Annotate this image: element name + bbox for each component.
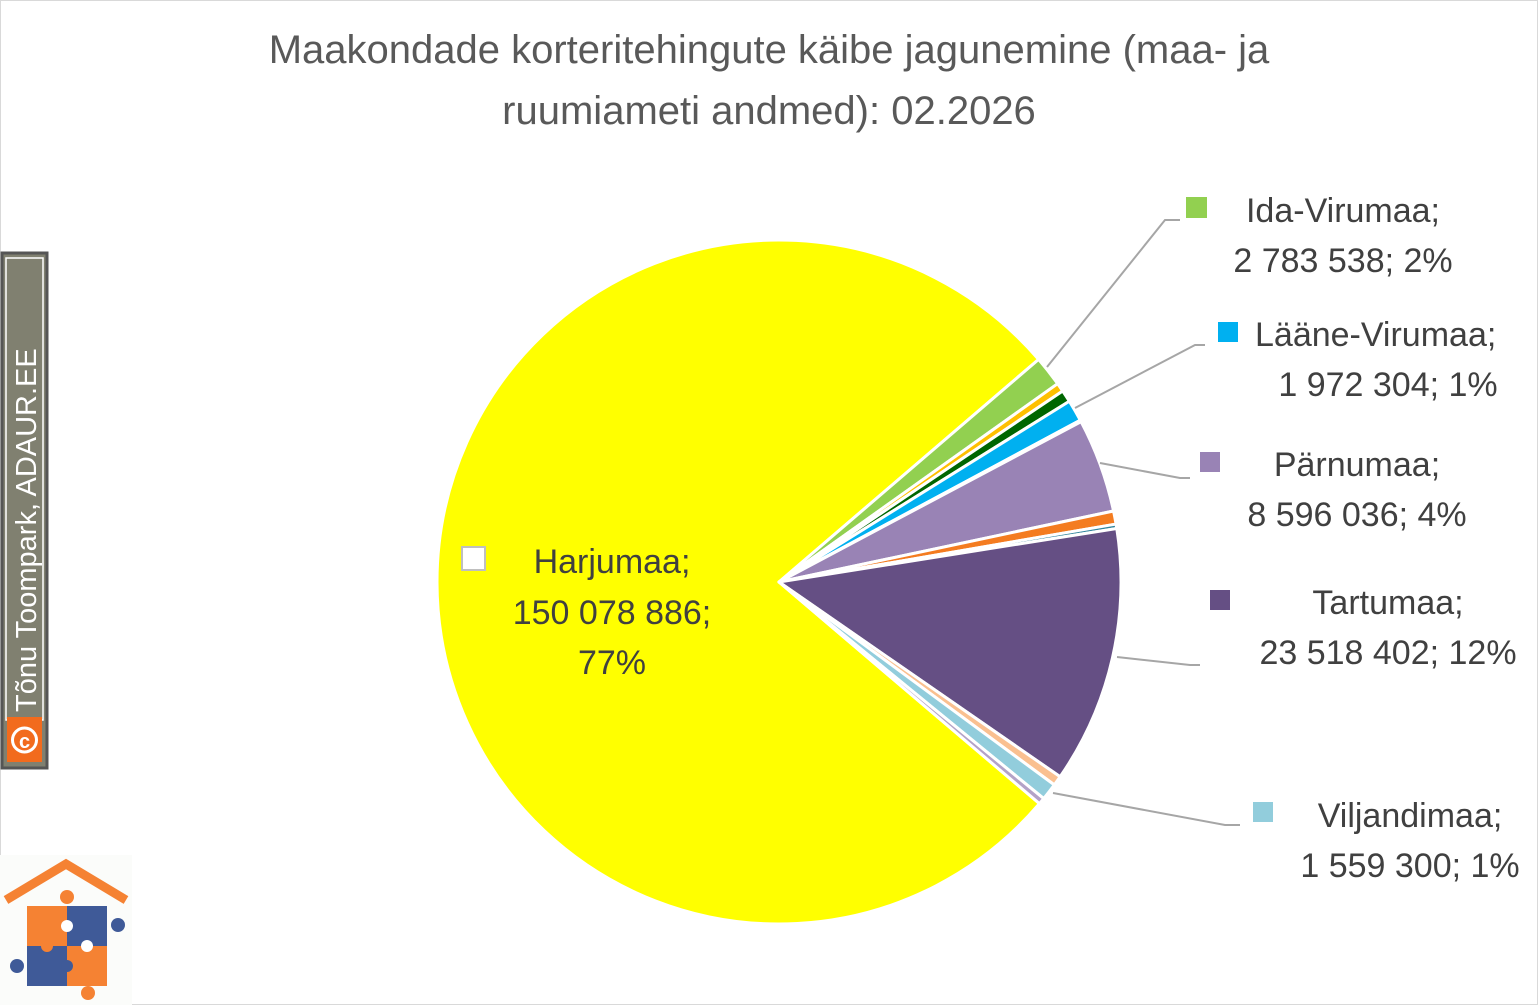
leader-line-parnumaa (1099, 462, 1190, 479)
label-viljandimaa-value: 1 559 300; 1% (1300, 847, 1519, 885)
leader-line-tartumaa (1116, 656, 1200, 666)
pie-slice-tartumaa (777, 526, 1123, 779)
credit-text: Tõnu Toompark, ADAUR.EE (11, 348, 43, 712)
credit-watermark: c Tõnu Toompark, ADAUR.EE (0, 251, 49, 770)
leader-line-viljandimaa (1052, 792, 1240, 826)
label-harjumaa-value: 150 078 886; (513, 594, 712, 632)
label-tartumaa-value: 23 518 402; 12% (1259, 634, 1516, 672)
legend-key-ida-virumaa (1186, 197, 1207, 218)
label-ida-virumaa-value: 2 783 538; 2% (1233, 242, 1452, 280)
legend-key-laane-virumaa (1218, 322, 1238, 342)
pie-slice-unlabeled-12 (777, 580, 1046, 806)
label-viljandimaa-name: Viljandimaa; (1318, 797, 1503, 835)
adaur-logo (0, 855, 132, 1005)
legend-key-tartumaa (1210, 590, 1230, 610)
svg-text:c: c (19, 731, 30, 753)
label-tartumaa-name: Tartumaa; (1312, 584, 1463, 622)
legend-key-viljandimaa (1253, 802, 1273, 822)
label-parnumaa-value: 8 596 036; 4% (1247, 496, 1466, 534)
label-laane-virumaa-value: 1 972 304; 1% (1278, 366, 1497, 404)
chart-title-line-2: ruumiameti andmed): 02.2026 (502, 89, 1036, 133)
leader-line-laane-virumaa (1074, 344, 1205, 409)
label-parnumaa-name: Pärnumaa; (1274, 446, 1440, 484)
label-laane-virumaa-name: Lääne-Virumaa; (1255, 316, 1496, 354)
legend-key-parnumaa (1200, 452, 1220, 472)
leader-line-ida-virumaa (1046, 219, 1180, 368)
label-harjumaa-percent: 77% (578, 644, 646, 682)
pie-slice-harjumaa (435, 238, 1041, 926)
label-harjumaa-name: Harjumaa; (534, 543, 691, 581)
label-ida-virumaa-name: Ida-Virumaa; (1246, 192, 1440, 230)
legend-key-harjumaa (461, 546, 486, 571)
chart-title-line-1: Maakondade korteritehingute käibe jagune… (269, 28, 1270, 72)
pie-slices (435, 238, 1123, 926)
